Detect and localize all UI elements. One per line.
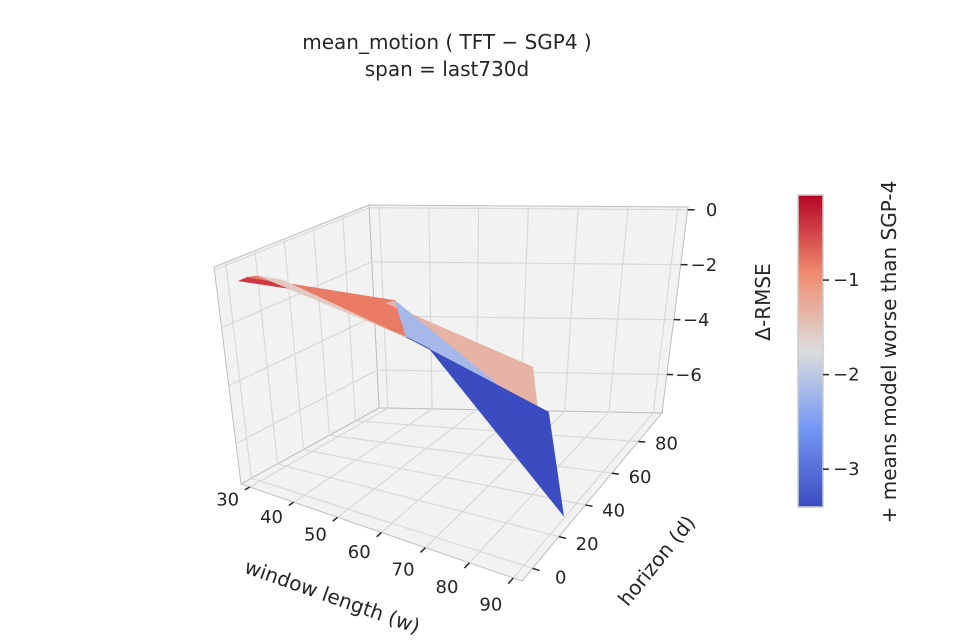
x-tick-mark: [507, 577, 514, 585]
axis-panes: [213, 204, 689, 582]
y-tick-mark: [585, 504, 593, 508]
x-tick-label: 70: [392, 559, 415, 580]
chart-subtitle: span = last730d: [365, 57, 529, 81]
y-axis-label: horizon (d): [613, 511, 700, 611]
grid-line-x: [293, 205, 433, 503]
z-tick-label: 0: [706, 200, 717, 221]
colorbar-tick-label: −1: [833, 270, 860, 291]
x-tick-label: 90: [479, 594, 502, 615]
y-tick-mark: [611, 472, 619, 475]
x-tick-mark: [244, 486, 251, 491]
x-tick-mark: [463, 562, 470, 569]
grid-line-x: [337, 205, 480, 518]
y-tick-mark: [558, 535, 567, 540]
floor-pane: [239, 407, 664, 582]
z-tick-label: −6: [675, 365, 702, 386]
x-tick-label: 30: [216, 490, 239, 511]
colorbar-gradient: [797, 194, 824, 508]
x-tick-label: 80: [436, 577, 459, 598]
z-axis-label: Δ-RMSE: [751, 263, 775, 340]
y-tick-label: 20: [576, 534, 599, 555]
colorbar-ticks: −1 −2 −3: [823, 270, 860, 480]
x-tick-mark: [376, 531, 382, 538]
surface-face: [406, 336, 565, 517]
y-tick-mark: [532, 567, 540, 572]
grid-line-y: [254, 250, 560, 538]
grid-line-z: [214, 207, 688, 271]
grid-line-x: [424, 206, 579, 549]
y-tick-mark: [638, 440, 646, 443]
grid-line-y: [225, 262, 533, 569]
x-tick-label: 60: [348, 542, 371, 563]
grid-line-y: [283, 238, 586, 506]
grid-line-x: [512, 206, 679, 579]
grid-line-x: [249, 205, 389, 488]
y-tick-label: 0: [555, 567, 566, 588]
grid-line-z: [235, 369, 667, 445]
y-tick-label: 80: [655, 434, 678, 455]
z-tick-label: −2: [691, 255, 718, 276]
z-tick-label: −4: [683, 310, 710, 331]
x-tick-mark: [288, 501, 295, 507]
colorbar-tick-label: −2: [833, 365, 860, 386]
colorbar-label: + means model worse than SGP-4: [877, 181, 901, 524]
y-tick-label: 60: [629, 467, 652, 488]
x-tick-mark: [420, 547, 426, 553]
x-tick-mark: [332, 516, 339, 522]
grid-line-z: [221, 261, 681, 329]
x-tick-label: 40: [260, 507, 283, 528]
colorbar: −1 −2 −3 + means model worse than SGP-4: [797, 181, 901, 524]
grid-line-x: [468, 206, 629, 564]
surface-plot: [237, 275, 565, 517]
colorbar-tick-label: −3: [833, 459, 860, 480]
x-tick-label: 50: [304, 525, 327, 546]
chart-title: mean_motion ( TFT − SGP4 ): [302, 30, 591, 54]
y-tick-label: 40: [602, 500, 625, 521]
